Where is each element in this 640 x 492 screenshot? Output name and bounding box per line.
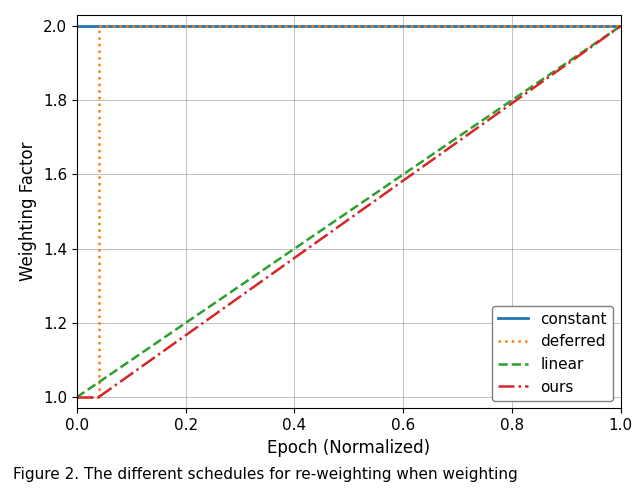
ours: [95, 394, 102, 400]
ours: [148, 356, 156, 362]
ours: [453, 139, 461, 145]
ours: [324, 231, 332, 237]
Text: Figure 2. The different schedules for re-weighting when weighting: Figure 2. The different schedules for re…: [13, 467, 518, 482]
Legend: constant, deferred, linear, ours: constant, deferred, linear, ours: [492, 306, 613, 400]
Line: ours: ours: [99, 26, 621, 397]
ours: [617, 23, 625, 29]
X-axis label: Epoch (Normalized): Epoch (Normalized): [268, 439, 430, 457]
ours: [306, 244, 314, 250]
ours: [511, 98, 519, 104]
Y-axis label: Weighting Factor: Weighting Factor: [19, 142, 37, 281]
ours: [502, 105, 509, 111]
